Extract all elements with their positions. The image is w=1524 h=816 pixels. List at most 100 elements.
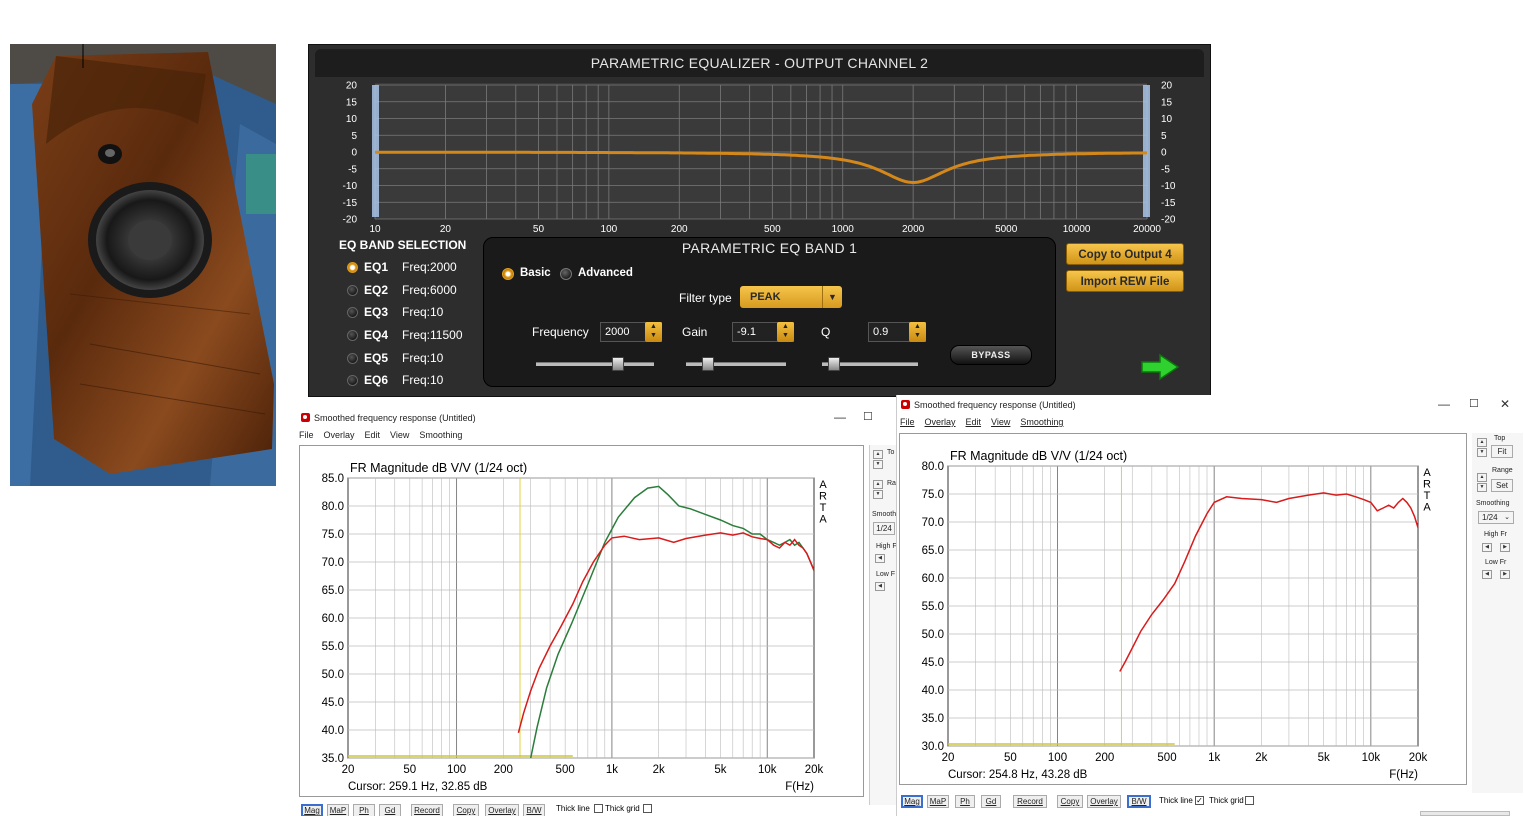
fit-button[interactable]: Fit [1491, 445, 1513, 458]
x-tick-label: 500 [1157, 752, 1176, 764]
smoothing-select[interactable]: 1/24 [873, 522, 895, 535]
bw-button[interactable]: B/W [523, 804, 545, 816]
range-down-button[interactable]: ▼ [1477, 483, 1487, 492]
high-fr-left-button[interactable]: ◀ [1482, 543, 1492, 552]
close-icon[interactable]: ✕ [1500, 397, 1511, 411]
gain-slider[interactable] [686, 357, 786, 371]
ph-button[interactable]: Ph [353, 804, 375, 816]
top-up-button[interactable]: ▲ [873, 450, 883, 459]
thick-line-checkbox[interactable]: ✓ [1195, 796, 1204, 805]
smoothing-label: Smooth [872, 511, 897, 518]
copy-button[interactable]: Copy [1057, 795, 1083, 808]
frequency-response-plot[interactable]: 85.0 80.0 75.0 70.0 65.0 60.0 55.0 50.0 45.0 40.0… [299, 445, 864, 797]
thick-grid-checkbox[interactable] [1245, 796, 1254, 805]
band-item[interactable]: EQ4 Freq:11500 [347, 327, 463, 343]
low-fr-right-button[interactable]: ▶ [1500, 570, 1510, 579]
maximize-icon[interactable]: ☐ [863, 411, 873, 423]
gain-stepper[interactable]: ▲ ▼ [777, 322, 794, 342]
low-fr-left-button[interactable]: ◀ [875, 582, 885, 591]
high-fr-left-button[interactable]: ◀ [875, 554, 885, 563]
band-radio[interactable] [347, 285, 358, 296]
menu-view[interactable]: View [991, 417, 1011, 427]
range-up-button[interactable]: ▲ [873, 480, 883, 489]
advanced-radio[interactable] [560, 268, 572, 280]
thick-line-checkbox[interactable] [594, 804, 603, 813]
band-radio[interactable] [347, 307, 358, 318]
gd-button[interactable]: Gd [981, 795, 1001, 808]
set-button[interactable]: Set [1491, 479, 1513, 492]
minimize-icon[interactable]: — [834, 410, 846, 424]
thick-grid-checkbox[interactable] [643, 804, 652, 813]
frequency-response-plot[interactable]: 80.0 75.0 70.0 65.0 60.0 55.0 50.0 45.0 40.0 35.0… [899, 433, 1467, 785]
record-button[interactable]: Record [1013, 795, 1047, 808]
side-controls: ▲ ▼ Top Fit ▲ ▼ Range Set Smoothing 1/24… [1472, 433, 1523, 793]
filter-type-dropdown[interactable]: PEAK ▼ [740, 286, 842, 308]
range-down-button[interactable]: ▼ [873, 490, 883, 499]
overlay-button[interactable]: Overlay [1087, 795, 1121, 808]
menu-smoothing[interactable]: Smoothing [1020, 417, 1064, 427]
band-item[interactable]: EQ1 Freq:2000 [347, 259, 457, 275]
band-item[interactable]: EQ5 Freq:10 [347, 350, 443, 366]
band-radio[interactable] [347, 330, 358, 341]
low-fr-left-button[interactable]: ◀ [1482, 570, 1492, 579]
arrow-right-icon[interactable] [1140, 353, 1180, 381]
y-tick-label: 50.0 [322, 669, 344, 681]
minimize-icon[interactable]: — [1438, 397, 1450, 411]
taskbar-item[interactable] [1420, 811, 1510, 816]
gain-input[interactable]: -9.1 ▲ ▼ [732, 322, 794, 342]
record-button[interactable]: Record [411, 804, 443, 816]
eq-x-tick-label: 20000 [1133, 224, 1161, 235]
copy-button[interactable]: Copy [453, 804, 479, 816]
band-name: EQ2 [364, 283, 389, 297]
frequency-slider-handle[interactable] [612, 357, 624, 371]
map-button[interactable]: MaP [927, 795, 949, 808]
menu-edit[interactable]: Edit [364, 430, 381, 440]
arta-app-icon [901, 400, 910, 409]
menu-file[interactable]: File [299, 430, 314, 440]
menu-overlay[interactable]: Overlay [924, 417, 956, 427]
top-up-button[interactable]: ▲ [1477, 438, 1487, 447]
q-stepper[interactable]: ▲ ▼ [909, 322, 926, 342]
top-down-button[interactable]: ▼ [1477, 448, 1487, 457]
frequency-stepper[interactable]: ▲ ▼ [645, 322, 662, 342]
band-radio[interactable] [347, 375, 358, 386]
smoothing-select[interactable]: 1/24 ⌄ [1478, 511, 1514, 524]
frequency-input[interactable]: 2000 ▲ ▼ [600, 322, 662, 342]
band-radio[interactable] [347, 353, 358, 364]
maximize-icon[interactable]: ☐ [1469, 398, 1479, 410]
q-slider[interactable] [822, 357, 918, 371]
gd-button[interactable]: Gd [379, 804, 401, 816]
chevron-down-icon[interactable]: ▼ [822, 286, 842, 308]
top-down-button[interactable]: ▼ [873, 460, 883, 469]
eq-high-limit-marker[interactable] [1143, 85, 1150, 217]
bw-button[interactable]: B/W [1127, 795, 1151, 808]
band-item[interactable]: EQ3 Freq:10 [347, 304, 443, 320]
q-input[interactable]: 0.9 ▲ ▼ [868, 322, 926, 342]
menu-file[interactable]: File [900, 417, 915, 427]
menu-smoothing[interactable]: Smoothing [419, 430, 463, 440]
band-item[interactable]: EQ2 Freq:6000 [347, 282, 457, 298]
band-radio[interactable] [347, 262, 358, 273]
bypass-button[interactable]: BYPASS [950, 345, 1032, 365]
menu-view[interactable]: View [390, 430, 410, 440]
q-slider-handle[interactable] [828, 357, 840, 371]
copy-to-output-button[interactable]: Copy to Output 4 [1066, 243, 1184, 265]
menu-edit[interactable]: Edit [965, 417, 982, 427]
gain-slider-handle[interactable] [702, 357, 714, 371]
x-tick-label: 20k [805, 764, 824, 776]
overlay-button[interactable]: Overlay [485, 804, 519, 816]
mag-button[interactable]: Mag [301, 804, 323, 816]
range-up-button[interactable]: ▲ [1477, 473, 1487, 482]
high-fr-right-button[interactable]: ▶ [1500, 543, 1510, 552]
map-button[interactable]: MaP [327, 804, 349, 816]
mag-button[interactable]: Mag [901, 795, 923, 808]
basic-radio[interactable] [502, 268, 514, 280]
ph-button[interactable]: Ph [955, 795, 975, 808]
menu-overlay[interactable]: Overlay [323, 430, 355, 440]
y-tick-label: 75.0 [322, 529, 344, 541]
frequency-slider[interactable] [536, 357, 654, 371]
import-rew-button[interactable]: Import REW File [1066, 270, 1184, 292]
eq-y-tick-label: -10 [1161, 181, 1176, 192]
band-item[interactable]: EQ6 Freq:10 [347, 372, 443, 388]
